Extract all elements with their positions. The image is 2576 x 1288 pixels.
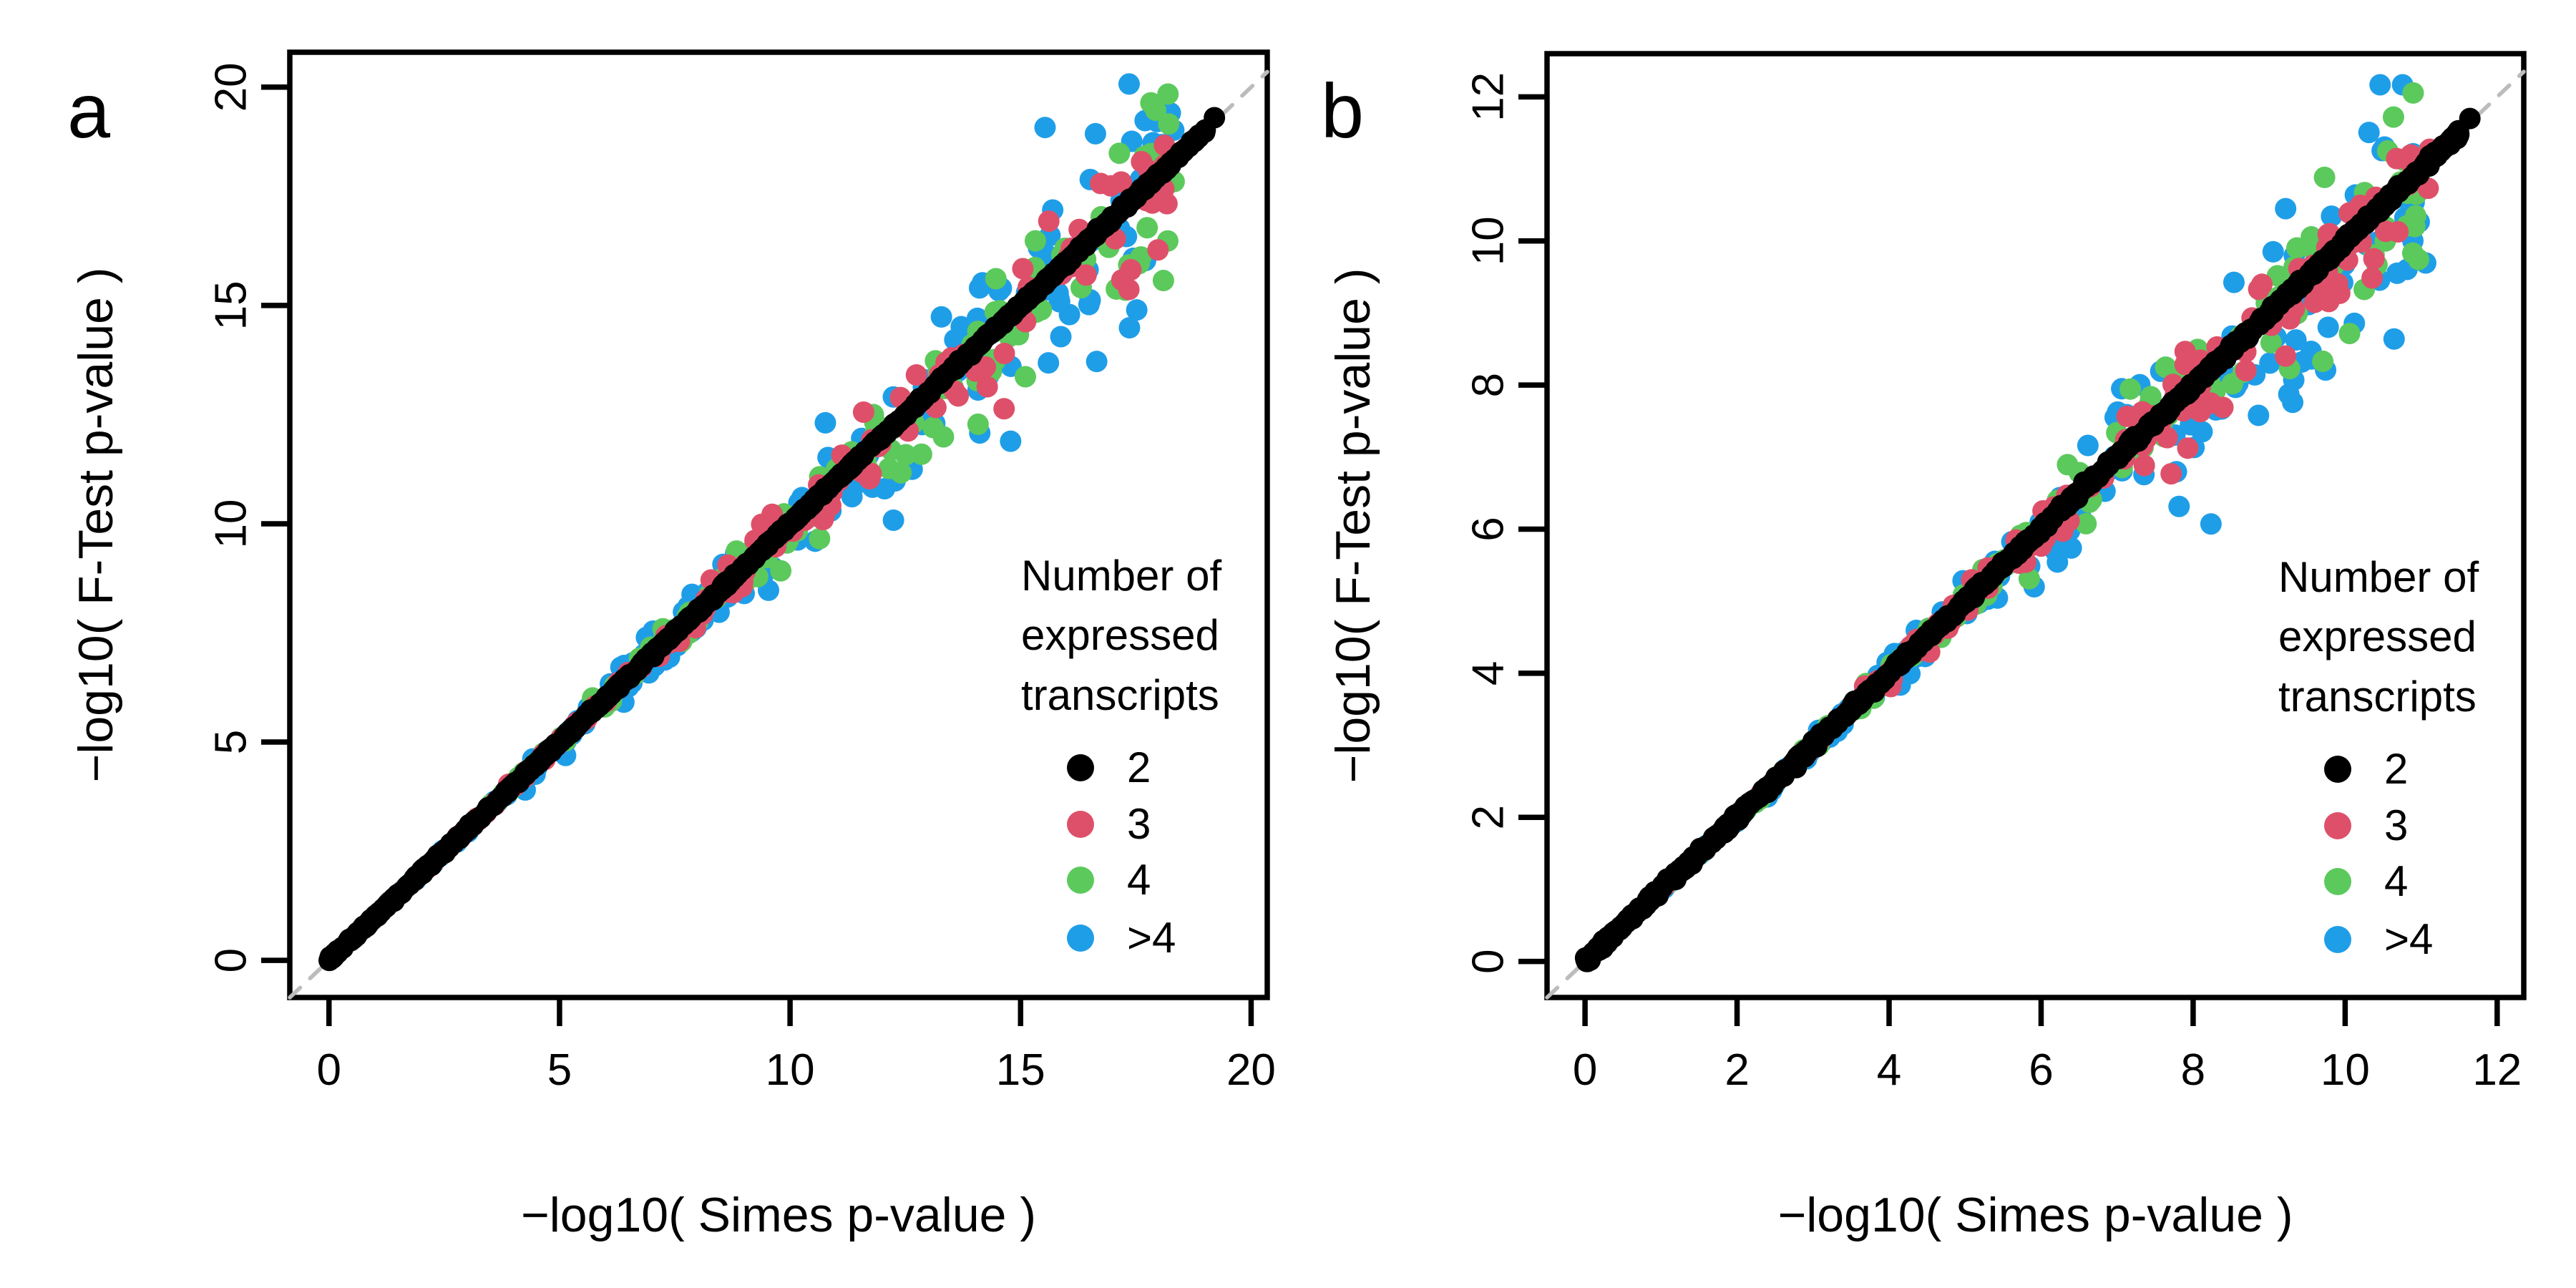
svg-text:8: 8 <box>1463 373 1513 397</box>
svg-text:4: 4 <box>1127 856 1151 904</box>
svg-text:4: 4 <box>1463 661 1513 686</box>
svg-text:10: 10 <box>766 1045 815 1095</box>
svg-text:2: 2 <box>1127 743 1151 791</box>
svg-text:4: 4 <box>2384 857 2408 905</box>
svg-text:3: 3 <box>2384 801 2408 849</box>
svg-text:15: 15 <box>996 1045 1045 1095</box>
svg-text:expressed: expressed <box>2278 613 2477 660</box>
svg-text:0: 0 <box>1463 949 1513 973</box>
svg-text:−log10( F-Test p-value ): −log10( F-Test p-value ) <box>1326 268 1380 784</box>
svg-text:a: a <box>67 67 111 154</box>
svg-text:12: 12 <box>1463 72 1513 122</box>
svg-text:−log10( Simes p-value ): −log10( Simes p-value ) <box>521 1188 1036 1242</box>
svg-text:10: 10 <box>1463 216 1513 265</box>
svg-text:0: 0 <box>1573 1045 1597 1095</box>
svg-text:−log10( Simes p-value ): −log10( Simes p-value ) <box>1777 1188 2293 1242</box>
svg-text:20: 20 <box>1226 1045 1276 1095</box>
svg-text:b: b <box>1321 67 1364 154</box>
svg-text:6: 6 <box>1463 517 1513 541</box>
svg-text:5: 5 <box>206 730 255 754</box>
svg-text:expressed: expressed <box>1021 611 1219 659</box>
svg-text:20: 20 <box>206 62 255 112</box>
svg-text:−log10( F-Test p-value ): −log10( F-Test p-value ) <box>69 268 123 783</box>
svg-text:10: 10 <box>206 499 255 548</box>
svg-text:>4: >4 <box>2384 915 2433 963</box>
svg-text:>4: >4 <box>1127 914 1176 962</box>
svg-text:Number of: Number of <box>1021 552 1221 600</box>
svg-text:15: 15 <box>206 280 255 330</box>
svg-text:12: 12 <box>2472 1045 2522 1095</box>
svg-text:4: 4 <box>1877 1045 1901 1095</box>
svg-text:6: 6 <box>2029 1045 2053 1095</box>
svg-text:5: 5 <box>547 1045 572 1095</box>
svg-text:2: 2 <box>1724 1045 1749 1095</box>
svg-text:2: 2 <box>2384 745 2408 793</box>
svg-text:0: 0 <box>317 1045 341 1095</box>
svg-text:2: 2 <box>1463 805 1513 829</box>
svg-text:0: 0 <box>206 948 255 972</box>
svg-text:Number of: Number of <box>2278 553 2479 601</box>
svg-text:3: 3 <box>1127 800 1151 848</box>
svg-text:transcripts: transcripts <box>1021 671 1219 719</box>
svg-text:transcripts: transcripts <box>2278 673 2477 721</box>
svg-text:10: 10 <box>2321 1045 2370 1095</box>
svg-text:8: 8 <box>2181 1045 2205 1095</box>
